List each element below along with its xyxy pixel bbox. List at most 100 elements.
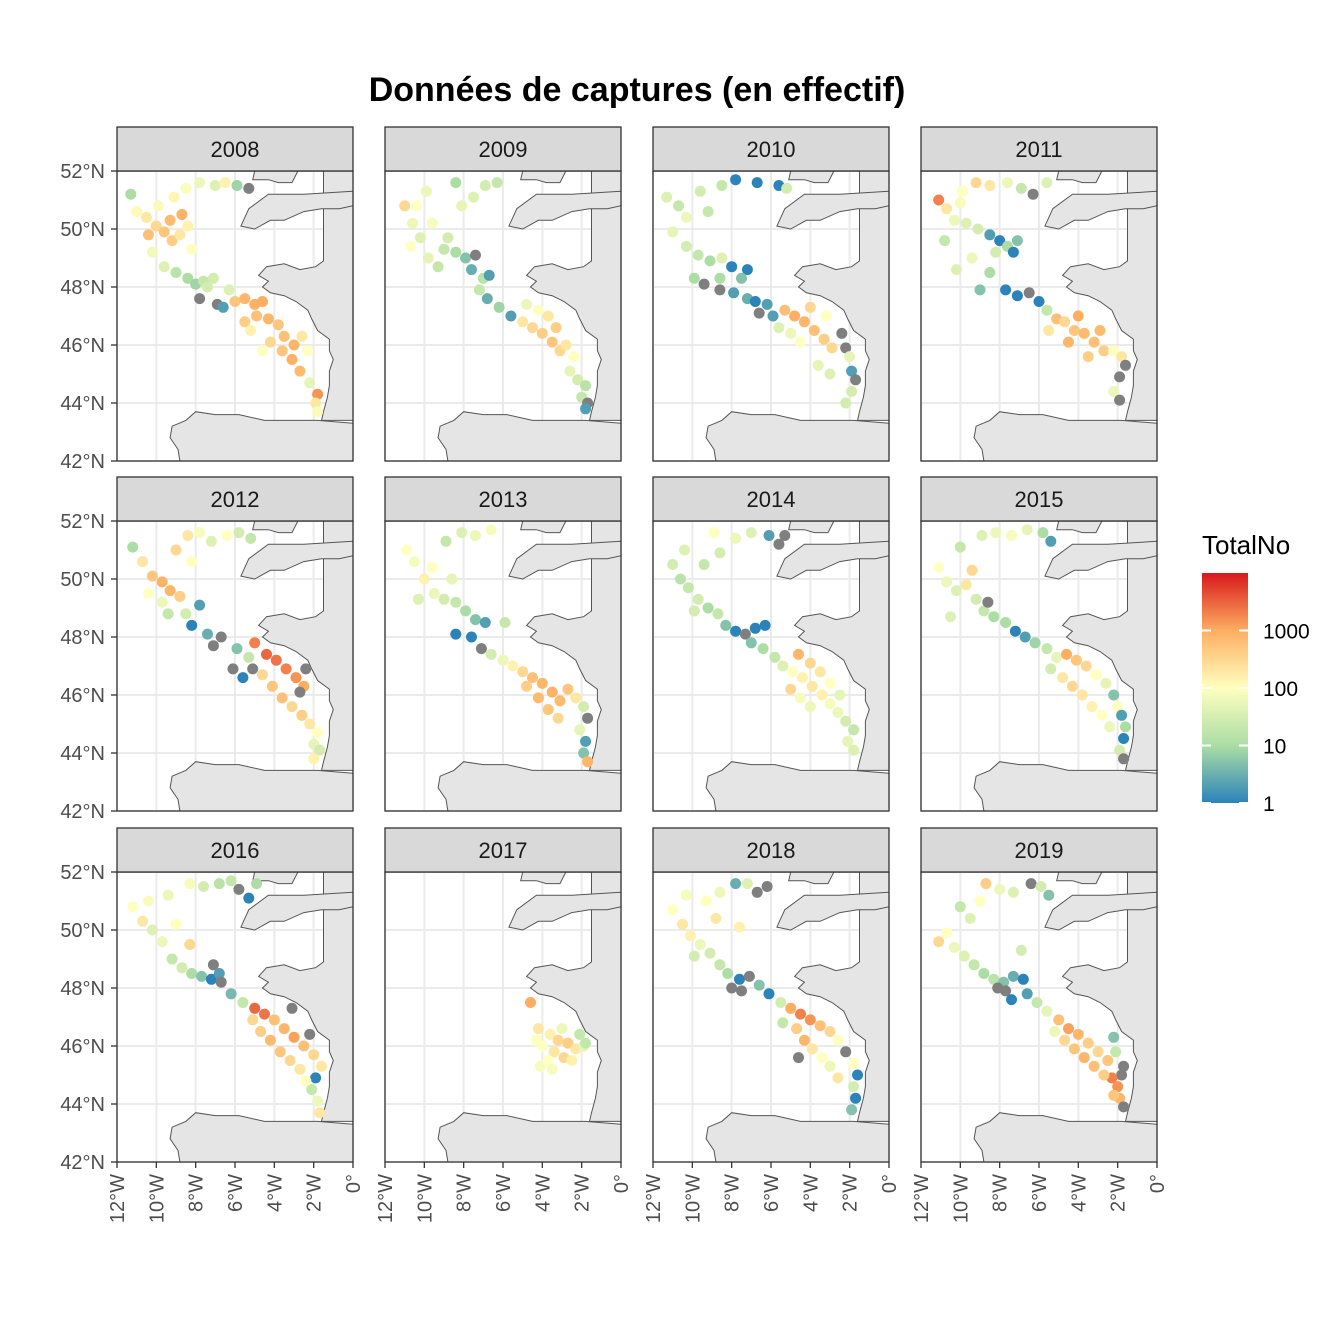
catch-point [785,683,797,695]
legend-tick-label: 1000 [1263,621,1310,644]
catch-point [438,243,450,255]
catch-point [1002,177,1013,189]
catch-point [763,530,775,541]
catch-point [215,631,227,643]
catch-point [460,252,472,264]
catch-point [1072,1028,1084,1040]
catch-point [182,530,194,541]
catch-point [1112,1081,1124,1093]
catch-point [284,1055,296,1066]
catch-point [734,921,745,933]
catch-point [1112,701,1124,713]
catch-point [730,174,742,186]
catch-point [407,217,418,229]
catch-point [960,217,972,229]
catch-point [816,1052,828,1064]
catch-point [239,293,251,305]
facet-panel-2019: 2019 12°W 10°W 8°W 6°W 4°W 2°W 0° [911,827,1169,1223]
catch-point [221,530,233,541]
points-layer [525,997,592,1075]
catch-point [479,180,491,191]
catch-point [1035,881,1047,892]
catch-point [137,915,149,927]
facet-strip-label: 2018 [747,838,796,863]
catch-point [954,197,966,209]
catch-point [1082,1037,1094,1049]
facet-panel-2018: 2018 12°W 10°W 8°W 6°W 4°W 2°W 0° [643,827,901,1223]
catch-point [745,637,757,649]
catch-point [580,380,592,392]
catch-point [505,310,517,322]
catch-point [1043,325,1055,336]
catch-point [777,1017,789,1029]
catch-point [848,724,860,736]
land-layer [437,872,621,1162]
x-tick-label: 12°W [643,1174,665,1223]
catch-point [1000,284,1012,296]
x-tick-label: 2°W [840,1174,862,1212]
catch-point [213,878,225,890]
catch-point [842,735,854,747]
catch-point [824,1026,836,1037]
catch-point [726,982,738,994]
facet-strip-label: 2013 [479,487,528,512]
catch-point [714,959,726,971]
land-polygon [973,1112,1157,1162]
catch-point [521,680,533,692]
catch-point [714,886,726,898]
catch-point [286,1002,298,1014]
catch-point [824,698,836,710]
catch-point [954,541,966,553]
facet-panel-2009: 2009 [384,126,622,462]
catch-point [470,530,481,541]
catch-point [795,1008,806,1020]
catch-point [1041,1005,1053,1017]
catch-point [574,1028,586,1040]
catch-point [312,1095,324,1107]
x-tick-label: 8°W [990,1174,1012,1212]
catch-point [743,970,755,982]
x-tick-label: 4°W [264,1174,286,1212]
catch-point [483,269,495,281]
catch-point [125,188,137,200]
land-polygon [240,540,353,580]
catch-point [848,744,860,756]
catch-point [994,235,1006,247]
catch-point [1053,1014,1065,1026]
catch-point [466,631,477,643]
catch-point [186,619,198,631]
catch-point [560,339,572,351]
catch-point [548,1046,560,1058]
catch-point [184,878,196,890]
legend-tick-label: 10 [1263,736,1286,759]
catch-point [438,593,450,605]
catch-point [1011,235,1023,247]
land-polygon [793,521,889,771]
catch-point [542,1055,554,1066]
land-polygon [776,891,889,931]
catch-point [247,663,259,675]
catch-point [761,298,773,310]
catch-point [544,1028,556,1040]
catch-point [1007,886,1019,898]
catch-point [485,524,497,536]
catch-point [939,235,951,247]
catch-point [205,973,217,985]
land-polygon [520,171,567,184]
catch-point [420,185,432,197]
catch-point [795,336,806,348]
catch-point [180,182,192,194]
catch-point [257,296,268,307]
x-tick-label: 10°W [146,1174,168,1223]
catch-point [194,177,206,189]
catch-point [162,889,174,901]
catch-point [542,310,554,322]
catch-point [1037,527,1049,539]
catch-point [1120,359,1131,371]
catch-point [812,359,824,371]
catch-point [722,968,734,979]
y-tick-label: 42°N [60,801,105,823]
y-tick-label: 46°N [60,685,105,707]
catch-point [306,1084,318,1095]
y-tick-label: 44°N [60,1094,105,1116]
